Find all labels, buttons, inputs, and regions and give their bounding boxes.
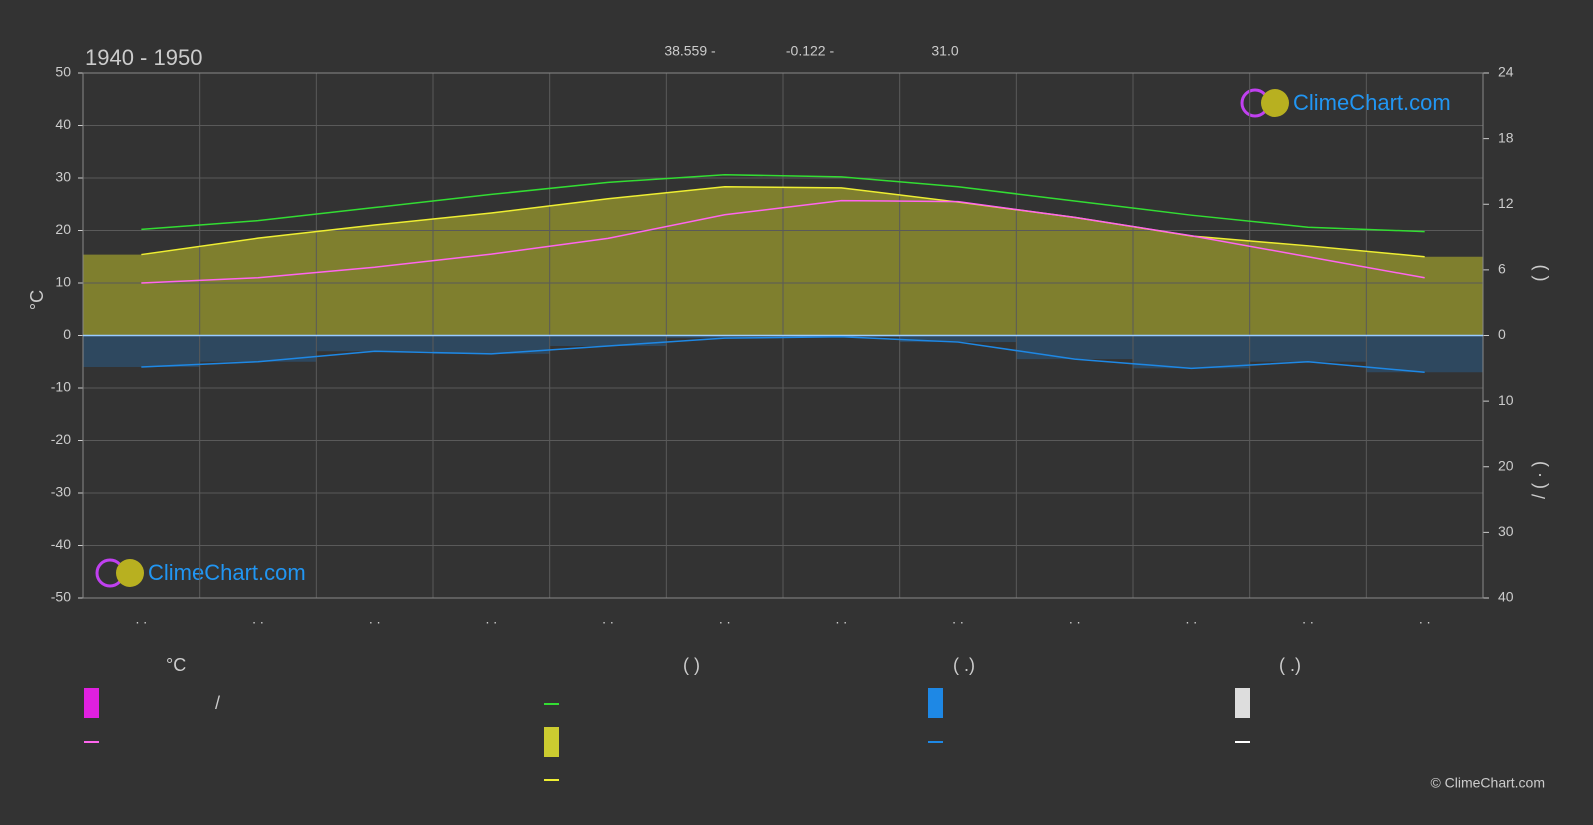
chart-title: 1940 - 1950 — [85, 45, 202, 70]
y-tick-label: 40 — [55, 116, 71, 132]
y2-tick-label: 24 — [1498, 64, 1514, 80]
y-tick-label: 10 — [55, 274, 71, 290]
x-tick-label: . . — [602, 611, 614, 627]
x-tick-label: . . — [369, 611, 381, 627]
precip-bar — [666, 335, 783, 339]
y3-axis-label: / ( · ) — [1529, 461, 1549, 499]
y2-tick-label: 6 — [1498, 261, 1506, 277]
y-tick-label: 50 — [55, 64, 71, 80]
legend: °C ( ) ( .) ( .) / — [84, 655, 1301, 781]
header-value: 31.0 — [931, 43, 958, 59]
precip-bar — [1366, 335, 1483, 373]
y-tick-label: 30 — [55, 169, 71, 185]
precip-bar — [83, 335, 200, 367]
logo-text: ClimeChart.com — [1293, 90, 1451, 115]
logo-icon — [116, 559, 144, 587]
legend-swatch — [928, 688, 943, 718]
x-tick-label: . . — [135, 611, 147, 627]
precip-bar — [1016, 335, 1133, 360]
x-tick-label: . . — [485, 611, 497, 627]
y2-tick-label: 20 — [1498, 457, 1514, 473]
legend-swatch — [1235, 688, 1250, 718]
logo: ClimeChart.com ClimeChart.com — [95, 88, 1451, 588]
precip-bar — [1249, 335, 1367, 362]
x-tick-label: . . — [1302, 611, 1314, 627]
y-axis-label: °C — [27, 290, 47, 310]
y-tick-label: -10 — [51, 379, 71, 395]
x-tick-label: . . — [719, 611, 731, 627]
precip-bar — [899, 335, 1017, 343]
legend-swatch — [544, 727, 559, 757]
precip-bar — [433, 335, 550, 354]
x-tick-label: . . — [1419, 611, 1431, 627]
y-tick-label: -50 — [51, 589, 71, 605]
x-tick-label: . . — [1185, 611, 1197, 627]
y2-tick-label: 10 — [1498, 392, 1514, 408]
precip-bar — [1133, 335, 1250, 369]
legend-swatch — [84, 688, 99, 718]
y2-tick-label: 30 — [1498, 523, 1514, 539]
precip-bar — [549, 335, 667, 346]
y2-tick-label: 18 — [1498, 129, 1514, 145]
x-tick-label: . . — [952, 611, 964, 627]
y-tick-label: -30 — [51, 484, 71, 500]
series-line — [141, 185, 1425, 258]
legend-header: °C — [166, 655, 186, 675]
y2-axis-label: ( ) — [1529, 265, 1549, 282]
copyright: © ClimeChart.com — [1430, 775, 1545, 791]
legend-header: ( .) — [1279, 655, 1301, 675]
series-line — [141, 199, 1425, 284]
logo-icon — [1261, 89, 1289, 117]
precip-bar — [316, 335, 433, 352]
precip-bar — [199, 335, 317, 362]
y2-tick-label: 0 — [1498, 326, 1506, 342]
series-line — [141, 336, 1425, 373]
y2-tick-label: 12 — [1498, 195, 1514, 211]
y-tick-label: 0 — [63, 326, 71, 342]
header-value: 38.559 - — [664, 43, 716, 59]
x-tick-label: . . — [835, 611, 847, 627]
x-tick-label: . . — [252, 611, 264, 627]
logo-text: ClimeChart.com — [148, 560, 306, 585]
series-line — [141, 173, 1425, 233]
legend-header: ( ) — [683, 655, 700, 675]
y-tick-label: -20 — [51, 431, 71, 447]
y2-tick-label: 40 — [1498, 589, 1514, 605]
header-value: -0.122 - — [786, 43, 835, 59]
legend-text: / — [215, 693, 220, 713]
legend-header: ( .) — [953, 655, 975, 675]
y-tick-label: 20 — [55, 221, 71, 237]
x-tick-label: . . — [1069, 611, 1081, 627]
y-tick-label: -40 — [51, 536, 71, 552]
